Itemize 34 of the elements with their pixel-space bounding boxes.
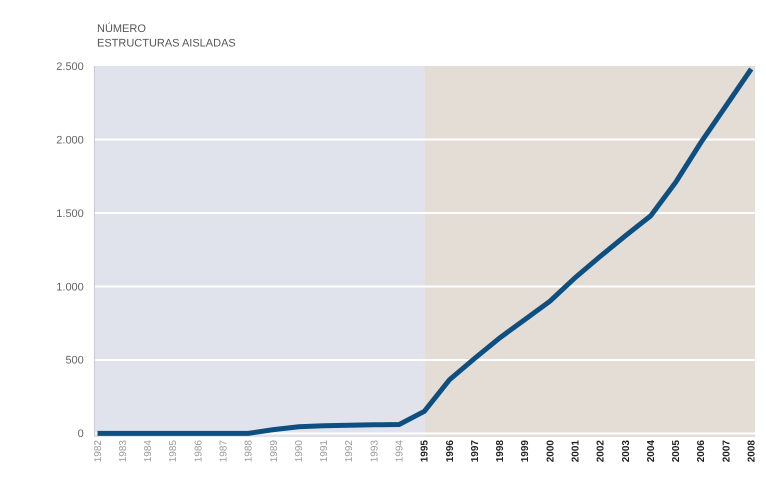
x-tick-label: 2006 (696, 440, 708, 462)
x-tick-label: 1985 (168, 440, 180, 462)
y-tick-label: 2.000 (56, 134, 84, 146)
x-tick-label: 1991 (319, 440, 330, 462)
x-tick-label: 1990 (294, 440, 305, 462)
x-tick-label: 1996 (444, 440, 456, 462)
y-tick-label: 1.000 (56, 281, 84, 294)
x-tick-label: 2002 (596, 440, 607, 462)
x-tick-label: 1999 (520, 440, 532, 462)
x-tick-label: 1982 (92, 440, 104, 462)
x-tick-label: 1986 (193, 440, 204, 462)
y-tick-label: 1.500 (56, 208, 84, 220)
x-tick-label: 1983 (118, 440, 129, 462)
x-tick-label: 1994 (394, 440, 406, 462)
x-tick-label: 2000 (545, 440, 556, 462)
y-tick-label: 0 (78, 428, 84, 440)
x-tick-label: 1989 (268, 440, 280, 462)
x-tick-label: 2001 (570, 440, 582, 462)
x-tick-label: 1997 (470, 440, 481, 462)
x-tick-label: 1998 (495, 440, 506, 462)
y-axis-title: NÚMERO ESTRUCTURAS AISLADAS (97, 22, 236, 50)
x-tick-label: 1992 (344, 440, 356, 462)
x-tick-label: 1993 (369, 440, 380, 462)
y-tick-label: 500 (65, 354, 84, 367)
y-tick-label: 2.500 (56, 60, 84, 73)
x-tick-label: 2003 (620, 440, 632, 462)
x-tick-label: 2005 (671, 440, 682, 462)
x-tick-label: 1995 (420, 440, 431, 462)
x-tick-label: 2008 (746, 440, 758, 462)
x-tick-label: 1984 (143, 440, 154, 462)
x-tick-label: 2007 (721, 440, 732, 462)
x-tick-label: 1987 (218, 440, 230, 462)
x-tick-label: 1988 (244, 440, 255, 462)
x-tick-label: 2004 (646, 440, 657, 462)
